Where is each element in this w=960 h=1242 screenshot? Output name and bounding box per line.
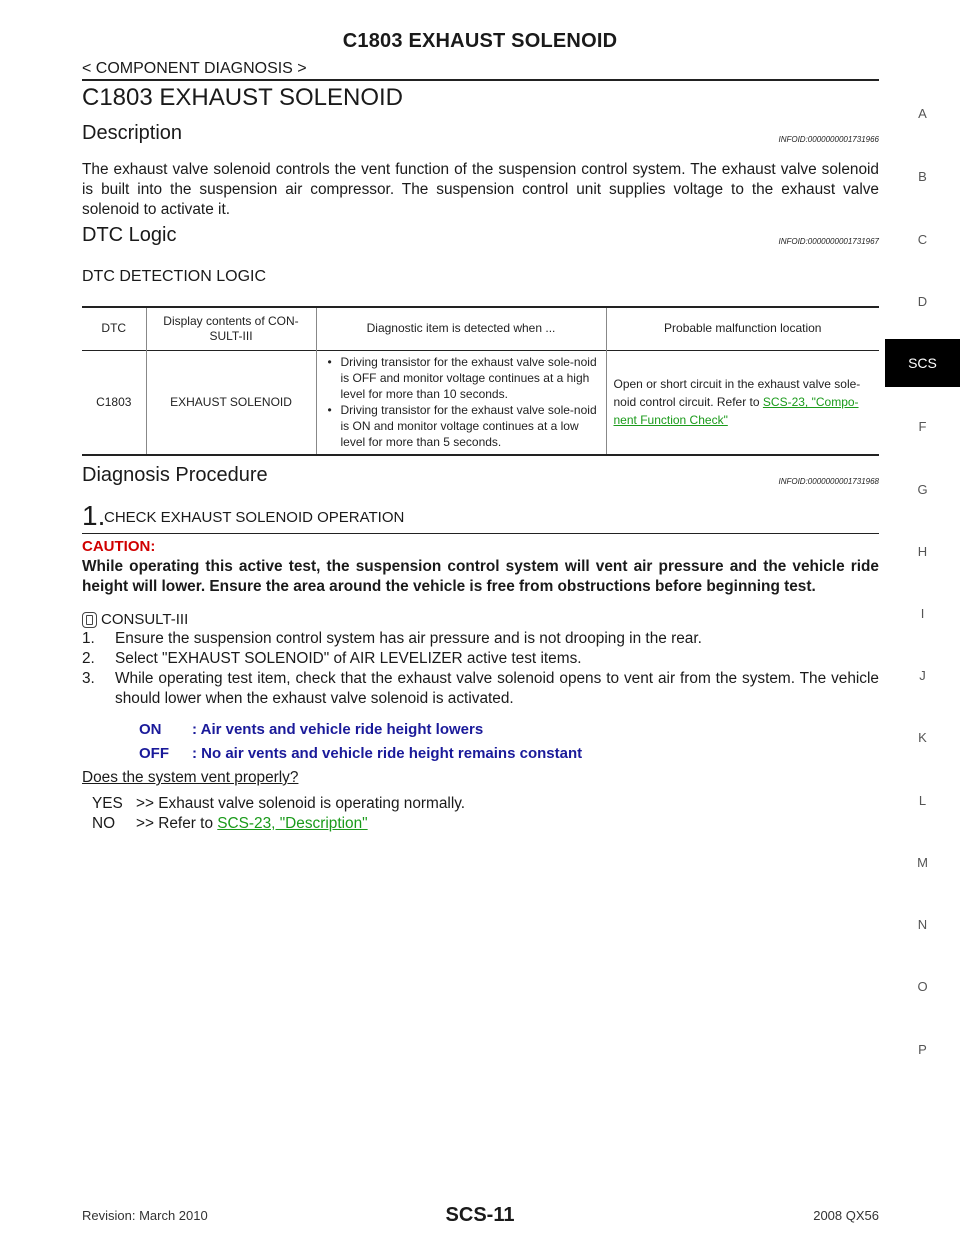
dtc-condition-item: Driving transistor for the exhaust valve… — [328, 354, 602, 402]
dtc-detection-logic-label: DTC DETECTION LOGIC — [82, 268, 267, 285]
caution-label: CAUTION: — [82, 538, 156, 555]
result-on: ON : Air vents and vehicle ride height lo… — [139, 721, 483, 738]
description-heading: Description — [82, 122, 183, 144]
diagnosis-heading: Diagnosis Procedure — [82, 464, 268, 486]
table-row: C1803 EXHAUST SOLENOID Driving transisto… — [82, 350, 879, 455]
dtc-code: C1803 — [96, 395, 132, 410]
page-number: SCS-11 — [445, 1204, 515, 1226]
step-number: 1. — [82, 500, 106, 531]
list-item: 3. While operating test item, check that … — [82, 669, 879, 709]
dtc-location-text: Open or short circuit in the exhaust val… — [613, 377, 861, 410]
side-index-f[interactable]: F — [918, 419, 927, 434]
dtc-location: Open or short circuit in the exhaust val… — [605, 350, 879, 455]
side-index-scs-active[interactable]: SCS — [885, 339, 960, 387]
answer-key: NO — [92, 815, 116, 832]
result-value: : Air vents and vehicle ride height lowe… — [192, 721, 484, 738]
consult-device-icon — [82, 611, 97, 628]
side-index-g[interactable]: G — [917, 482, 928, 497]
side-index-m[interactable]: M — [917, 855, 928, 870]
answer-yes: YES >> Exhaust valve solenoid is operatin… — [92, 795, 465, 813]
step-text: While operating test item, check that th… — [115, 670, 879, 707]
side-index-b[interactable]: B — [918, 169, 927, 184]
dtc-header-dtc: DTC — [101, 321, 127, 336]
caution-text: While operating this active test, the su… — [82, 558, 879, 595]
answer-text: >> Exhaust valve solenoid is operating n… — [136, 795, 466, 812]
dtc-table: DTC Display contents of CON- SULT-III Di… — [82, 306, 879, 456]
consult-line: CONSULT-III — [82, 611, 188, 628]
footer-revision: Revision: March 2010 — [82, 1208, 208, 1223]
step-index: 1. — [82, 630, 95, 647]
side-index-n[interactable]: N — [917, 917, 928, 932]
dtc-table-header-row: DTC Display contents of CON- SULT-III Di… — [82, 307, 879, 350]
description-infoid: INFOID:0000000001731966 — [778, 135, 879, 144]
step-text: Ensure the suspension control system has… — [115, 630, 702, 647]
dtc-header-display: Display contents of CON- SULT-III — [145, 307, 316, 350]
answer-no: NO >> Refer to SCS-23, "Description" — [92, 815, 368, 833]
dtc-header-display-text: Display contents of CON- SULT-III — [163, 313, 299, 343]
step-text: Select "EXHAUST SOLENOID" of AIR LEVELIZ… — [115, 650, 582, 667]
side-index-l[interactable]: L — [918, 793, 927, 808]
diagnosis-question: Does the system vent properly? — [82, 769, 299, 786]
component-function-check-link[interactable]: SCS-23, "Compo-nent Function Check" — [613, 395, 859, 428]
procedure-steps: 1. Ensure the suspension control system h… — [82, 629, 879, 709]
side-index-j[interactable]: J — [919, 668, 926, 683]
description-link[interactable]: SCS-23, "Description" — [217, 815, 368, 832]
dtc-condition-item: Driving transistor for the exhaust valve… — [328, 402, 602, 450]
side-index-c[interactable]: C — [917, 232, 928, 247]
result-off: OFF : No air vents and vehicle ride heigh… — [139, 745, 582, 762]
side-index-o[interactable]: O — [917, 979, 928, 994]
page-title: C1803 EXHAUST SOLENOID — [82, 84, 404, 111]
side-index-k[interactable]: K — [918, 730, 927, 745]
diagnosis-infoid: INFOID:0000000001731968 — [778, 477, 879, 486]
result-value: : No air vents and vehicle ride height r… — [192, 745, 583, 762]
list-item: 2. Select "EXHAUST SOLENOID" of AIR LEVEL… — [82, 649, 879, 669]
running-header-subtitle: < COMPONENT DIAGNOSIS > — [82, 60, 307, 77]
answer-text: >> Refer to — [136, 815, 218, 832]
step-title: CHECK EXHAUST SOLENOID OPERATION — [104, 509, 405, 526]
list-item: 1. Ensure the suspension control system h… — [82, 629, 879, 649]
dtc-conditions: Driving transistor for the exhaust valve… — [315, 350, 606, 455]
dtc-logic-heading: DTC Logic — [82, 224, 177, 246]
step-index: 3. — [82, 670, 95, 687]
side-index-d[interactable]: D — [917, 294, 928, 309]
side-index-h[interactable]: H — [917, 544, 928, 559]
step-divider — [82, 533, 879, 534]
result-key: OFF — [139, 745, 169, 762]
header-divider — [82, 79, 879, 81]
dtc-header-location: Probable malfunction location — [605, 307, 879, 350]
side-index-a[interactable]: A — [918, 106, 927, 121]
description-text: The exhaust valve solenoid controls the … — [82, 161, 879, 218]
dtc-header-detected: Diagnostic item is detected when ... — [315, 307, 606, 350]
answer-key: YES — [92, 795, 123, 812]
running-header-title: C1803 EXHAUST SOLENOID — [342, 30, 618, 52]
footer-model: 2008 QX56 — [813, 1208, 879, 1223]
side-index-p[interactable]: P — [918, 1042, 927, 1057]
result-key: ON — [139, 721, 162, 738]
step-index: 2. — [82, 650, 95, 667]
consult-label: CONSULT-III — [101, 611, 189, 628]
dtc-display: EXHAUST SOLENOID — [145, 350, 316, 455]
dtc-logic-infoid: INFOID:0000000001731967 — [778, 237, 879, 246]
side-index-i[interactable]: I — [920, 606, 925, 621]
